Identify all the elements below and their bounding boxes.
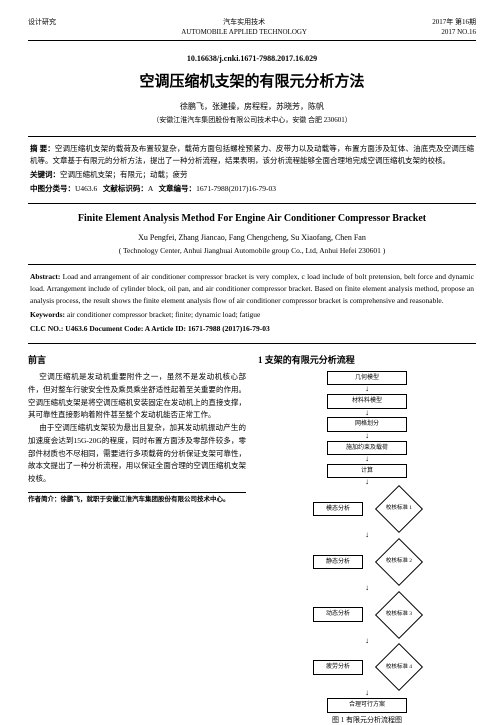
footer-divider: 作者简介：徐鹏飞，就职于安徽江淮汽车集团股份有限公司技术中心。 xyxy=(28,492,246,504)
issue-en: 2017 NO.16 xyxy=(432,28,476,38)
right-column: 1 支架的有限元分析流程 几何模型 ↓ 材料料模型 ↓ 网格划分 ↓ 施加约束及… xyxy=(258,354,476,725)
page-header: 设计研究 汽车实用技术 AUTOMOBILE APPLIED TECHNOLOG… xyxy=(28,18,476,41)
clc-en-text: CLC NO.: U463.6 Document Code: A Article… xyxy=(30,324,270,333)
body-columns: 前言 空调压缩机是发动机重要附件之一，虽然不是发动机核心部件，但对整车行驶安全性… xyxy=(28,354,476,725)
arrow-icon: ↓ xyxy=(365,434,369,439)
flow-box-calc: 计算 xyxy=(327,464,407,478)
affiliation-cn: （安徽江淮汽车集团股份有限公司技术中心，安徽 合肥 230601） xyxy=(28,116,476,126)
arrow-icon: ↓ xyxy=(365,457,369,462)
keywords-text: 空调压缩机支架；有限元；动载；疲劳 xyxy=(60,170,188,179)
title-cn: 空调压缩机支架的有限元分析方法 xyxy=(28,72,476,93)
header-center: 汽车实用技术 AUTOMOBILE APPLIED TECHNOLOGY xyxy=(56,18,432,38)
abstract-cn: 摘 要：空调压缩机支架的载荷及布置较复杂，载荷方面包括螺栓预紧力、皮带力以及动载… xyxy=(30,143,474,167)
arrow-icon: ↓ xyxy=(365,586,369,591)
clc-label: 中图分类号： xyxy=(30,184,75,193)
journal-en: AUTOMOBILE APPLIED TECHNOLOGY xyxy=(56,28,432,38)
bio-text: 徐鹏飞，就职于安徽江淮汽车集团股份有限公司技术中心。 xyxy=(61,496,230,503)
section-1: 1 支架的有限元分析流程 xyxy=(258,354,476,367)
arrow-icon: ↓ xyxy=(365,480,369,485)
keywords-label: 关键词： xyxy=(30,170,60,179)
abs-en-label: Abstract: xyxy=(30,272,60,281)
flow-diamond-4: 校核标准 4 xyxy=(377,645,421,689)
flow-row-check2: 静态分析 校核标准 2 xyxy=(258,540,476,584)
authors-en: Xu Pengfei, Zhang Jiancao, Fang Chengche… xyxy=(28,232,476,243)
bio-label: 作者简介： xyxy=(28,496,61,503)
abstract-box-en: Abstract: Load and arrangement of air co… xyxy=(28,264,476,344)
classification-line: 中图分类号：U463.6 文献标识码：A 文章编号：1671-7988(2017… xyxy=(30,183,474,195)
arrow-icon: ↓ xyxy=(365,387,369,392)
keywords-cn: 关键词：空调压缩机支架；有限元；动载；疲劳 xyxy=(30,169,474,181)
flow-row-check3: 动态分析 校核标准 3 xyxy=(258,593,476,637)
flowchart: 几何模型 ↓ 材料料模型 ↓ 网格划分 ↓ 施加约束及载荷 ↓ 计算 ↓ 模态分… xyxy=(258,371,476,713)
flow-box-mesh: 网格划分 xyxy=(327,417,407,431)
clc-val: U463.6 xyxy=(75,184,97,193)
paragraph-1: 空调压缩机是发动机重要附件之一，虽然不是发动机核心部件，但对整车行驶安全性及乘员… xyxy=(28,371,246,422)
keywords-en: Keywords: air conditioner compressor bra… xyxy=(30,309,474,321)
abs-en-text: Load and arrangement of air conditioner … xyxy=(30,272,474,305)
section-preface: 前言 xyxy=(28,354,246,367)
abstract-label: 摘 要： xyxy=(30,144,55,153)
arrow-icon: ↓ xyxy=(365,639,369,644)
flow-side-fatigue: 疲劳分析 xyxy=(313,660,363,674)
left-column: 前言 空调压缩机是发动机重要附件之一，虽然不是发动机核心部件，但对整车行驶安全性… xyxy=(28,354,246,725)
authors-cn: 徐鹏飞，张建操，房程程，苏晓芳，陈帆 xyxy=(28,101,476,112)
flow-side-dynamic: 动态分析 xyxy=(313,607,363,621)
doccode-val: A xyxy=(148,184,153,193)
arrow-icon: ↓ xyxy=(365,691,369,696)
abstract-en: Abstract: Load and arrangement of air co… xyxy=(30,271,474,307)
clc-en: CLC NO.: U463.6 Document Code: A Article… xyxy=(30,323,474,335)
arrow-icon: ↓ xyxy=(365,533,369,538)
articleid-label: 文章编号： xyxy=(159,184,197,193)
author-bio: 作者简介：徐鹏飞，就职于安徽江淮汽车集团股份有限公司技术中心。 xyxy=(28,495,246,504)
flow-diamond-1: 校核标准 1 xyxy=(377,487,421,531)
doccode-label: 文献标识码： xyxy=(103,184,148,193)
flow-box-load: 施加约束及载荷 xyxy=(327,441,407,455)
flow-box-material: 材料料模型 xyxy=(327,394,407,408)
kw-en-label: Keywords: xyxy=(30,310,65,319)
affiliation-en: ( Technology Center, Anhui Jianghuai Aut… xyxy=(28,246,476,257)
kw-en-text: air conditioner compressor bracket; fini… xyxy=(65,310,260,319)
arrow-icon: ↓ xyxy=(365,411,369,416)
articleid-val: 1671-7988(2017)16-79-03 xyxy=(196,184,276,193)
abstract-box-cn: 摘 要：空调压缩机支架的载荷及布置较复杂，载荷方面包括螺栓预紧力、皮带力以及动载… xyxy=(28,136,476,204)
journal-cn: 汽车实用技术 xyxy=(56,18,432,28)
issue-cn: 2017年 第16期 xyxy=(432,18,476,28)
flow-diamond-3: 校核标准 3 xyxy=(377,593,421,637)
flow-row-check1: 模态分析 校核标准 1 xyxy=(258,487,476,531)
abstract-text: 空调压缩机支架的载荷及布置较复杂，载荷方面包括螺栓预紧力、皮带力以及动载等，布置… xyxy=(30,144,474,165)
doi: 10.16638/j.cnki.1671-7988.2017.16.029 xyxy=(28,53,476,64)
flow-side-static: 静态分析 xyxy=(313,555,363,569)
flow-box-result: 合理可行方案 xyxy=(327,698,407,712)
title-en: Finite Element Analysis Method For Engin… xyxy=(28,212,476,226)
flow-box-geometry: 几何模型 xyxy=(327,371,407,385)
header-left: 设计研究 xyxy=(28,18,56,38)
flow-row-check4: 疲劳分析 校核标准 4 xyxy=(258,645,476,689)
figure-caption: 图 1 有限元分析流程图 xyxy=(258,716,476,725)
header-right: 2017年 第16期 2017 NO.16 xyxy=(432,18,476,38)
flow-side-modal: 模态分析 xyxy=(313,502,363,516)
paragraph-2: 由于空调压缩机支架较为悬出且复杂，加其发动机振动产生的加速度会达到15G-20G… xyxy=(28,422,246,486)
flow-diamond-2: 校核标准 2 xyxy=(377,540,421,584)
